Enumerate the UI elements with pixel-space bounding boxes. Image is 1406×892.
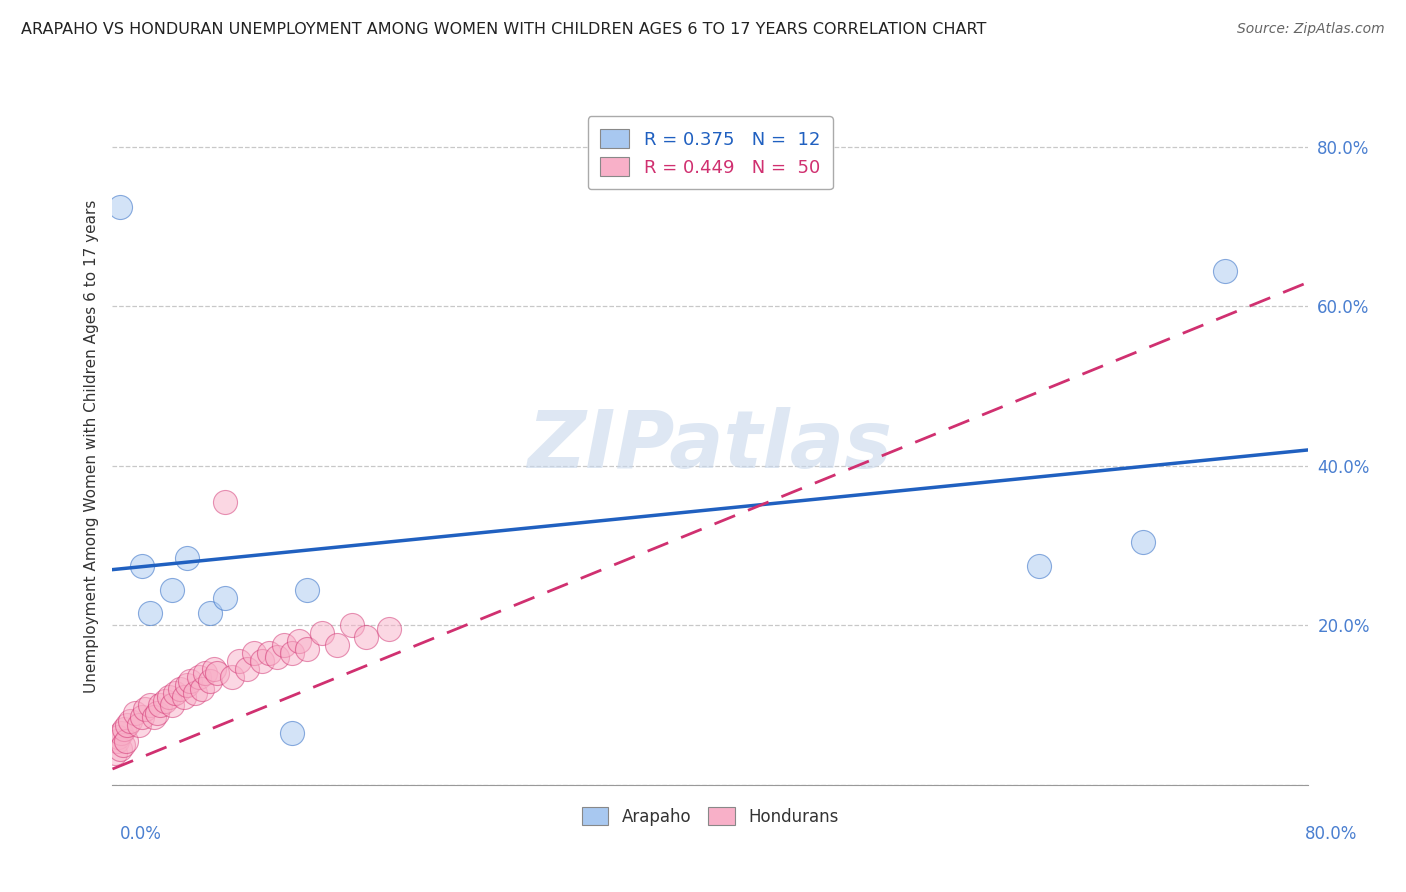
Point [191, 682, 214, 697]
Legend: Arapaho, Hondurans: Arapaho, Hondurans [569, 796, 851, 838]
Point [378, 623, 401, 637]
Y-axis label: Unemployment Among Women with Children Ages 6 to 17 years: Unemployment Among Women with Children A… [83, 199, 98, 693]
Point [250, 654, 273, 668]
Point [194, 666, 217, 681]
Point [134, 702, 156, 716]
Point [273, 639, 295, 653]
Point [139, 698, 162, 713]
Text: ARAPAHO VS HONDURAN UNEMPLOYMENT AMONG WOMEN WITH CHILDREN AGES 6 TO 17 YEARS CO: ARAPAHO VS HONDURAN UNEMPLOYMENT AMONG W… [21, 22, 987, 37]
Point [1132, 534, 1154, 549]
Text: 0.0%: 0.0% [120, 825, 162, 843]
Point [108, 200, 131, 214]
Point [183, 686, 205, 700]
Point [266, 650, 288, 665]
Point [356, 631, 378, 645]
Point [295, 642, 318, 657]
Point [169, 682, 191, 697]
Point [1215, 263, 1237, 277]
Point [128, 718, 150, 732]
Point [228, 654, 250, 668]
Point [311, 626, 333, 640]
Point [165, 686, 187, 700]
Point [143, 710, 166, 724]
Point [243, 646, 266, 660]
Point [162, 582, 183, 597]
Point [120, 714, 142, 728]
Point [259, 646, 281, 660]
Point [105, 734, 128, 748]
Point [110, 726, 132, 740]
Point [179, 674, 201, 689]
Point [202, 662, 225, 676]
Point [281, 646, 304, 660]
Point [162, 698, 183, 713]
Point [295, 582, 318, 597]
Point [149, 698, 172, 713]
Text: Source: ZipAtlas.com: Source: ZipAtlas.com [1237, 22, 1385, 37]
Point [176, 678, 198, 692]
Point [114, 722, 135, 736]
Point [340, 618, 363, 632]
Point [173, 690, 195, 705]
Point [153, 694, 176, 708]
Point [157, 690, 180, 705]
Point [139, 607, 162, 621]
Point [131, 710, 153, 724]
Point [198, 607, 221, 621]
Point [214, 591, 236, 605]
Text: 80.0%: 80.0% [1305, 825, 1357, 843]
Text: ZIPatlas: ZIPatlas [527, 407, 893, 485]
Point [108, 742, 131, 756]
Point [198, 674, 221, 689]
Point [188, 670, 211, 684]
Point [146, 706, 169, 721]
Point [176, 550, 198, 565]
Point [214, 495, 236, 509]
Point [281, 726, 304, 740]
Point [104, 746, 127, 760]
Point [115, 734, 138, 748]
Point [205, 666, 228, 681]
Point [288, 634, 311, 648]
Point [221, 670, 243, 684]
Point [1028, 558, 1050, 573]
Point [124, 706, 146, 721]
Point [111, 738, 134, 752]
Point [131, 558, 153, 573]
Point [236, 662, 259, 676]
Point [107, 730, 129, 744]
Point [117, 718, 139, 732]
Point [325, 639, 347, 653]
